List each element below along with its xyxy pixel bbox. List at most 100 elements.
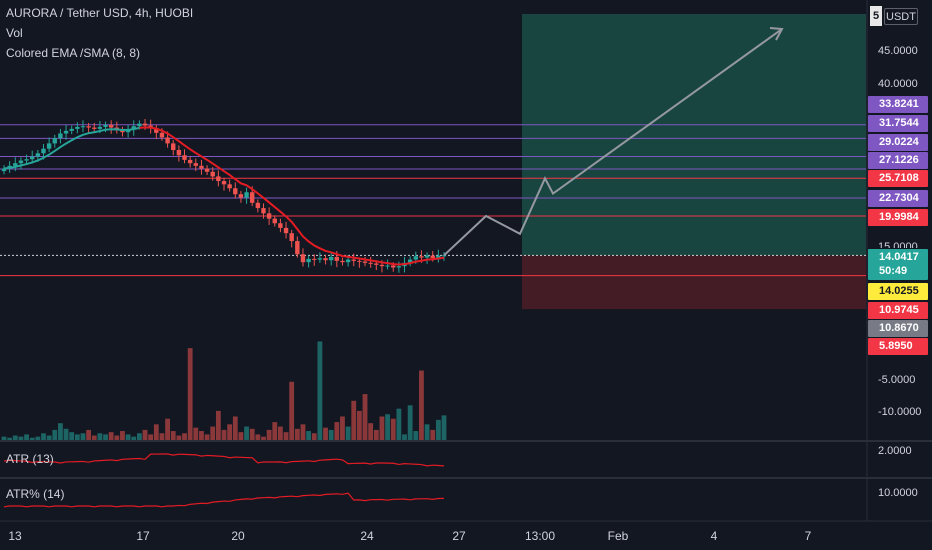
volume-bar (255, 434, 261, 440)
volume-bar (362, 394, 368, 440)
volume-bar (407, 405, 413, 440)
candle-body (407, 259, 413, 263)
volume-bar (114, 435, 120, 440)
volume-bar (266, 429, 272, 440)
candle-body (261, 208, 266, 214)
volume-bar (379, 416, 385, 440)
price-tick: 40.0000 (878, 78, 918, 90)
volume-bar (340, 416, 345, 440)
atr-line (3, 453, 445, 467)
volume-bar (294, 428, 300, 440)
candle-body (24, 159, 29, 161)
candle-body (204, 168, 210, 172)
volume-bar (441, 415, 447, 440)
volume-bar (1, 436, 7, 440)
price-tag: 10.8670 (868, 320, 928, 337)
volume-bar (390, 418, 396, 440)
profit-zone (522, 14, 866, 256)
candle-body (187, 159, 193, 164)
candle-body (255, 202, 261, 209)
volume-bar (413, 431, 419, 440)
price-tick: -5.0000 (878, 374, 916, 386)
candle-body (210, 171, 215, 177)
candles (1, 118, 447, 273)
atr-scale: 2.0000 (878, 445, 912, 457)
price-tag: 10.9745 (868, 302, 928, 319)
candle-body (165, 137, 170, 144)
volume-bar (289, 381, 295, 440)
volume-bar (311, 433, 317, 440)
price-tag: 14.0417 (868, 249, 928, 266)
volume-bar (232, 416, 238, 440)
projection-line (443, 28, 783, 257)
candle-body (272, 218, 277, 224)
symbol-title[interactable]: AURORA / Tether USD, 4h, HUOBI (6, 6, 194, 20)
ema-line-up (3, 126, 140, 170)
candle-body (137, 123, 142, 127)
candle-body (1, 168, 7, 172)
volume-bar (323, 427, 328, 440)
candle-body (357, 260, 362, 262)
candle-body (216, 176, 221, 182)
volume-bar (199, 431, 204, 440)
candle-body (250, 192, 255, 203)
volume-bar (80, 433, 86, 440)
candle-body (374, 263, 379, 265)
volume-bar (108, 432, 114, 440)
atr-pct-legend[interactable]: ATR% (14) (6, 487, 65, 501)
candle-body (340, 260, 345, 263)
volume-bar (159, 433, 165, 440)
volume-bar (7, 437, 13, 440)
volume-bar (165, 418, 170, 440)
candle-body (30, 156, 35, 160)
atr-pct-line (3, 492, 445, 508)
candle-body (221, 181, 227, 185)
time-tick: 4 (710, 529, 718, 543)
candle-body (317, 258, 323, 260)
volume-bar (35, 436, 41, 440)
time-tick: 27 (452, 529, 466, 543)
candle-body (120, 130, 125, 133)
candle-body (278, 223, 283, 228)
volume-bar (385, 414, 390, 440)
volume-bar (430, 429, 436, 440)
time-tick: 7 (804, 529, 812, 543)
candle-body (424, 255, 430, 258)
time-tick: Feb (607, 529, 629, 543)
atr-legend[interactable]: ATR (13) (6, 452, 54, 466)
volume-bar (283, 432, 289, 440)
volume-bar (215, 410, 221, 440)
candle-body (75, 126, 80, 129)
time-tick: 17 (136, 529, 150, 543)
vol-legend[interactable]: Vol (6, 26, 23, 40)
volume-bar (402, 434, 407, 440)
candle-body (108, 124, 114, 128)
volume-bar (345, 426, 351, 440)
volume-bar (249, 428, 255, 440)
candle-body (244, 192, 249, 198)
price-tick: 15.0000 (878, 241, 918, 248)
candle-body (283, 227, 289, 234)
volume-bar (204, 434, 210, 440)
volume-bar (170, 431, 176, 440)
volume-bar (424, 424, 430, 440)
volume-bar (193, 427, 199, 440)
volume-bar (210, 426, 216, 440)
time-tick: 20 (231, 529, 245, 543)
candle-body (362, 261, 368, 263)
time-tick: 13 (8, 529, 22, 543)
candle-body (171, 143, 176, 150)
candle-body (69, 128, 74, 131)
candle-body (159, 132, 165, 138)
volume-bar (86, 429, 92, 440)
volume-bar (435, 419, 441, 440)
candle-body (46, 143, 52, 149)
candle-body (295, 241, 300, 255)
candle-body (306, 258, 311, 263)
candle-body (18, 160, 24, 164)
ema-line-down (139, 126, 445, 266)
unit-selector[interactable]: USDT (884, 8, 918, 25)
volume-bar (334, 422, 340, 440)
ema-legend[interactable]: Colored EMA /SMA (8, 8) (6, 46, 141, 60)
